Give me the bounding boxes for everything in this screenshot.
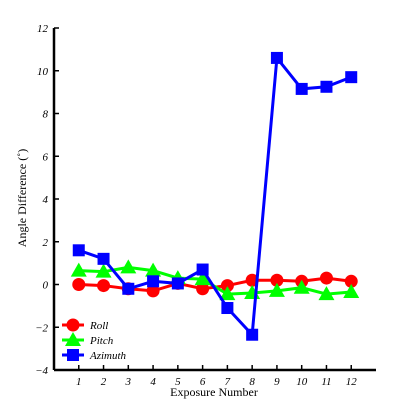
azimuth-point	[97, 252, 110, 265]
roll-point	[146, 284, 160, 298]
y-tick-label: 6	[43, 151, 49, 163]
pitch-point	[268, 282, 285, 297]
y-tick-label: 10	[37, 66, 49, 78]
legend-pitch-marker	[65, 332, 81, 346]
azimuth-point	[295, 82, 308, 95]
roll-point	[344, 274, 358, 288]
x-tick-label: 9	[274, 376, 280, 388]
azimuth-point	[122, 282, 135, 295]
roll-point	[270, 273, 284, 287]
pitch-point	[145, 262, 162, 277]
pitch-point	[293, 279, 310, 294]
x-tick-label: 8	[249, 376, 255, 388]
x-tick-label: 4	[150, 376, 156, 388]
pitch-point	[219, 286, 236, 301]
roll-point	[196, 282, 210, 296]
pitch-point	[120, 259, 137, 274]
x-tick-label: 10	[296, 376, 308, 388]
x-tick-label: 11	[321, 376, 331, 388]
azimuth-point	[171, 277, 184, 290]
legend-azimuth-label: Azimuth	[89, 350, 127, 362]
roll-point	[72, 278, 86, 291]
y-tick-label: −2	[35, 322, 48, 334]
x-axis-title: Exposure Number	[170, 385, 258, 399]
y-tick-label: 12	[37, 23, 49, 35]
y-tick-label: 0	[43, 280, 49, 292]
azimuth-point	[246, 328, 259, 341]
legend-roll-marker	[66, 318, 80, 332]
series-azimuth	[72, 51, 358, 341]
x-tick-label: 12	[346, 376, 358, 388]
azimuth-point	[221, 302, 234, 315]
series-roll	[72, 271, 358, 298]
azimuth-point	[345, 71, 358, 84]
legend-pitch-label: Pitch	[89, 335, 114, 347]
azimuth-point	[147, 275, 160, 288]
azimuth-point	[270, 51, 283, 64]
y-axis-title: Angle Difference (˚)	[15, 149, 29, 247]
x-tick-label: 6	[200, 376, 206, 388]
pitch-point	[318, 286, 335, 301]
pitch-point	[95, 263, 112, 278]
roll-point	[220, 279, 234, 293]
roll-point	[319, 271, 333, 285]
x-tick-label: 7	[225, 376, 231, 388]
legend: Roll Pitch Azimuth	[62, 318, 127, 362]
y-tick-label: 4	[43, 194, 49, 206]
azimuth-point	[196, 263, 209, 276]
x-tick-label: 1	[76, 376, 82, 388]
y-tick-label: 2	[43, 237, 49, 249]
y-tick-label: −4	[35, 365, 48, 377]
azimuth-series-line	[78, 54, 352, 339]
legend-azimuth-marker	[67, 349, 79, 361]
series-group	[70, 51, 360, 341]
azimuth-point	[72, 244, 85, 257]
x-tick-label: 5	[175, 376, 181, 388]
pitch-point	[194, 271, 211, 286]
azimuth-point	[320, 80, 333, 93]
roll-point	[97, 279, 111, 293]
legend-roll-label: Roll	[89, 320, 108, 332]
pitch-point	[343, 283, 360, 298]
y-tick-label: 8	[43, 109, 49, 121]
x-tick-label: 3	[125, 376, 132, 388]
x-tick-label: 2	[101, 376, 107, 388]
pitch-point	[70, 262, 87, 277]
